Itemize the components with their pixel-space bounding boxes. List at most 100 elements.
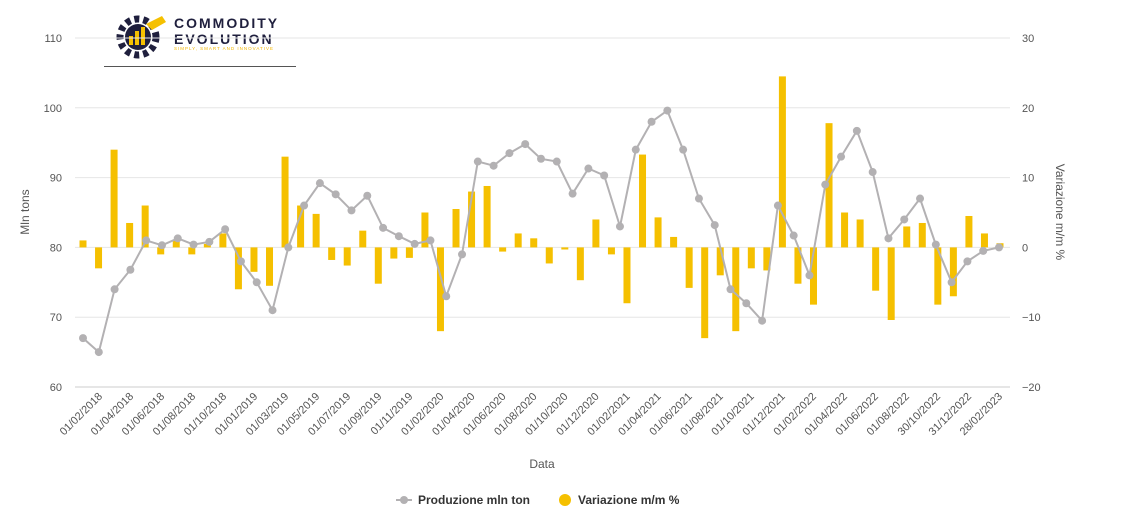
bar[interactable] — [685, 247, 693, 288]
bar[interactable] — [421, 212, 429, 248]
line-point[interactable] — [110, 285, 119, 294]
bar[interactable] — [79, 240, 87, 248]
bar[interactable] — [918, 222, 926, 248]
bar[interactable] — [576, 247, 584, 281]
line-point[interactable] — [126, 265, 135, 274]
bar[interactable] — [841, 212, 849, 248]
line-point[interactable] — [584, 164, 593, 173]
bar[interactable] — [794, 247, 802, 284]
line-point[interactable] — [189, 240, 198, 249]
bar[interactable] — [514, 233, 522, 248]
line-point[interactable] — [568, 189, 577, 198]
line-point[interactable] — [284, 243, 293, 252]
bar[interactable] — [436, 247, 444, 332]
line-point[interactable] — [679, 145, 688, 154]
bar[interactable] — [716, 247, 724, 276]
line-point[interactable] — [600, 171, 609, 180]
line-point[interactable] — [837, 152, 846, 161]
bar[interactable] — [328, 247, 336, 260]
bar[interactable] — [266, 247, 274, 286]
bar[interactable] — [545, 247, 553, 264]
line-point[interactable] — [552, 157, 561, 166]
line-point[interactable] — [79, 334, 87, 343]
bar[interactable] — [887, 247, 895, 320]
line-point[interactable] — [900, 215, 909, 224]
line-point[interactable] — [142, 236, 151, 245]
bar[interactable] — [343, 247, 351, 266]
line-point[interactable] — [868, 168, 877, 177]
bar[interactable] — [809, 247, 817, 305]
line-point[interactable] — [995, 243, 1003, 252]
line-point[interactable] — [852, 126, 861, 135]
legend-item-variation[interactable]: Variazione m/m % — [559, 493, 680, 507]
line-point[interactable] — [758, 316, 767, 325]
bar[interactable] — [778, 76, 786, 248]
line-point[interactable] — [205, 237, 214, 246]
line-point[interactable] — [631, 145, 640, 154]
bar[interactable] — [312, 213, 320, 248]
bar[interactable] — [623, 247, 631, 304]
bar[interactable] — [747, 247, 755, 269]
bar[interactable] — [607, 247, 615, 255]
bar[interactable] — [934, 247, 942, 305]
bar[interactable] — [234, 247, 242, 290]
bar[interactable] — [903, 226, 911, 248]
line-point[interactable] — [916, 194, 925, 203]
line-point[interactable] — [331, 190, 340, 199]
bar[interactable] — [592, 219, 600, 248]
bar[interactable] — [95, 247, 103, 269]
line-point[interactable] — [315, 179, 324, 188]
bar[interactable] — [530, 238, 538, 248]
bar[interactable] — [405, 247, 413, 258]
bar[interactable] — [732, 247, 740, 332]
bar[interactable] — [763, 247, 771, 271]
bar[interactable] — [157, 247, 165, 255]
line-point[interactable] — [694, 194, 703, 203]
bar[interactable] — [250, 247, 258, 272]
line-point[interactable] — [221, 225, 230, 234]
line-point[interactable] — [647, 117, 656, 126]
bar[interactable] — [374, 247, 382, 284]
bar[interactable] — [281, 156, 289, 248]
line-point[interactable] — [773, 201, 782, 210]
bar[interactable] — [701, 247, 709, 339]
line-point[interactable] — [821, 180, 830, 189]
line-point[interactable] — [268, 306, 277, 315]
line-point[interactable] — [363, 191, 372, 200]
line-point[interactable] — [615, 222, 624, 231]
line-point[interactable] — [505, 149, 514, 158]
bar[interactable] — [654, 217, 662, 248]
line-point[interactable] — [252, 278, 261, 287]
line-point[interactable] — [947, 278, 956, 287]
bar[interactable] — [110, 149, 118, 248]
bar[interactable] — [141, 205, 149, 248]
line-point[interactable] — [300, 201, 309, 210]
bar[interactable] — [561, 247, 569, 250]
line-point[interactable] — [426, 236, 435, 245]
line-point[interactable] — [410, 239, 419, 248]
bar[interactable] — [468, 191, 476, 248]
line-point[interactable] — [394, 232, 403, 241]
bar[interactable] — [219, 233, 227, 248]
line-point[interactable] — [157, 241, 166, 250]
line-point[interactable] — [805, 271, 814, 280]
line-point[interactable] — [742, 299, 751, 308]
bar[interactable] — [965, 215, 973, 248]
line-point[interactable] — [94, 348, 103, 357]
bar[interactable] — [452, 209, 460, 248]
line-point[interactable] — [347, 206, 356, 215]
line-point[interactable] — [379, 223, 388, 232]
line-point[interactable] — [710, 221, 719, 230]
line-point[interactable] — [979, 246, 988, 255]
bar[interactable] — [670, 236, 678, 248]
line-point[interactable] — [726, 285, 735, 294]
bar[interactable] — [359, 230, 367, 248]
bar[interactable] — [856, 219, 864, 248]
bar[interactable] — [390, 247, 398, 259]
line-point[interactable] — [473, 157, 482, 166]
bar[interactable] — [297, 205, 305, 248]
bar[interactable] — [172, 240, 180, 248]
bar[interactable] — [872, 247, 880, 291]
line-point[interactable] — [236, 257, 245, 266]
line-point[interactable] — [789, 231, 798, 240]
